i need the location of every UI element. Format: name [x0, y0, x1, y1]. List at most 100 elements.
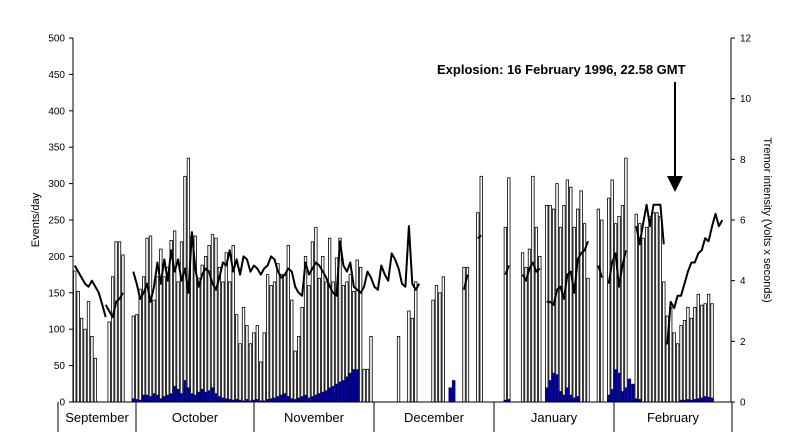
events-bar: [297, 336, 301, 403]
month-label: December: [404, 410, 465, 425]
dark-bar: [176, 388, 180, 402]
events-bar: [324, 281, 328, 403]
tremor-line: [104, 292, 124, 319]
events-bar: [479, 175, 483, 403]
y-tick-label: 150: [48, 288, 65, 299]
dark-bar: [620, 391, 625, 402]
events-bar: [176, 281, 180, 403]
dark-bar: [279, 394, 284, 402]
events-bar: [465, 266, 470, 403]
events-bar: [152, 299, 156, 403]
dark-bar: [303, 394, 308, 402]
dark-bar: [179, 393, 184, 402]
dark-bar: [617, 372, 621, 402]
dark-bar: [186, 387, 191, 402]
events-bar: [300, 306, 304, 403]
month-label: November: [284, 410, 345, 425]
events-bar: [293, 350, 297, 403]
dark-bar: [155, 394, 160, 402]
dark-bar: [448, 387, 452, 402]
dark-bar: [269, 398, 273, 402]
tremor-line: [635, 203, 665, 246]
y2-tick-label: 0: [740, 398, 746, 409]
dark-bar: [200, 388, 204, 402]
events-bar: [396, 336, 401, 403]
events-bar: [228, 281, 232, 403]
events-bar: [638, 223, 642, 403]
events-bar: [693, 306, 697, 403]
events-bar: [79, 317, 84, 403]
dark-bar: [166, 394, 170, 402]
events-bar: [86, 301, 91, 403]
dark-bar: [276, 396, 280, 402]
dark-bar: [300, 396, 304, 402]
tremor-line: [597, 265, 603, 278]
dark-bar: [265, 399, 270, 402]
explosion-annotation: Explosion: 16 February 1996, 22.58 GMT: [437, 62, 686, 77]
events-bar: [524, 266, 528, 403]
events-bar: [172, 230, 177, 403]
events-bar: [321, 255, 325, 403]
events-bar: [407, 310, 411, 403]
events-bar: [710, 303, 714, 403]
events-bar: [328, 237, 332, 403]
events-bar: [565, 179, 569, 403]
y2-tick-label: 10: [740, 94, 752, 105]
y-tick-label: 0: [59, 398, 65, 409]
dark-bar: [307, 397, 311, 402]
dark-bar: [145, 394, 149, 402]
events-bar: [314, 226, 318, 403]
events-bar: [197, 277, 201, 403]
events-bar: [138, 288, 142, 403]
dark-bar: [238, 399, 242, 402]
events-bar: [117, 241, 122, 403]
events-bar: [272, 281, 277, 403]
events-bar: [655, 212, 659, 403]
y-tick-label: 350: [48, 143, 65, 154]
dark-bar: [248, 400, 253, 402]
dark-bar: [231, 399, 235, 402]
dark-bar: [272, 397, 277, 402]
dark-bar: [162, 396, 167, 402]
events-bar: [576, 208, 580, 403]
dark-bar: [686, 399, 690, 402]
events-bar: [586, 277, 590, 403]
events-bar: [283, 274, 287, 403]
dark-bar: [169, 393, 173, 402]
events-bar: [644, 226, 649, 403]
events-bar: [162, 276, 166, 403]
dark-bar: [451, 380, 456, 402]
dark-bar: [637, 399, 642, 402]
dark-bar: [562, 394, 566, 402]
events-bar: [317, 277, 321, 403]
tremor-line: [666, 212, 724, 345]
events-bar: [331, 281, 335, 403]
events-bar: [441, 276, 445, 403]
dark-bar: [548, 380, 552, 402]
tremor-line: [607, 250, 627, 288]
events-bar: [558, 226, 563, 403]
dark-bar: [224, 398, 229, 402]
dark-bar: [296, 397, 301, 402]
events-bar: [607, 197, 611, 403]
events-bar: [689, 317, 694, 403]
events-bar: [248, 343, 253, 403]
events-bar: [224, 252, 228, 403]
events-bar: [648, 215, 652, 403]
events-bar: [675, 343, 680, 403]
tremor-line: [546, 240, 589, 306]
dark-bar: [324, 390, 328, 402]
dark-bar: [183, 380, 187, 402]
tremor-line: [73, 265, 107, 318]
events-bar: [135, 314, 139, 403]
events-bar: [221, 281, 225, 403]
events-bar: [76, 290, 80, 403]
dark-bar: [262, 400, 266, 402]
events-bar: [572, 226, 576, 403]
dark-bar: [631, 383, 635, 402]
events-bar: [90, 336, 94, 403]
events-bar: [624, 157, 628, 403]
events-bar: [706, 293, 711, 403]
dark-bar: [141, 394, 146, 402]
dark-bar: [569, 394, 573, 402]
